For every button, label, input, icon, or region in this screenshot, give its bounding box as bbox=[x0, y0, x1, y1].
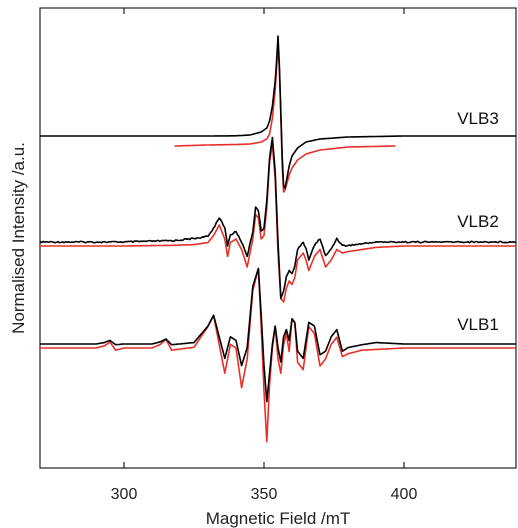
x-tick-label: 400 bbox=[391, 486, 418, 503]
spectra-curves bbox=[39, 35, 517, 443]
series-labels: VLB3 VLB2 VLB1 bbox=[457, 109, 499, 334]
simulated-spectrum-vlb3 bbox=[174, 44, 396, 193]
series-label-vlb2: VLB2 bbox=[457, 212, 499, 231]
experimental-spectrum-vlb3 bbox=[40, 35, 516, 189]
series-label-vlb3: VLB3 bbox=[457, 109, 499, 128]
x-axis-label: Magnetic Field /mT bbox=[206, 509, 351, 528]
x-tick-label: 350 bbox=[251, 486, 278, 503]
series-label-vlb1: VLB1 bbox=[457, 315, 499, 334]
plot-frame bbox=[39, 7, 517, 469]
experimental-spectrum-vlb2 bbox=[39, 136, 517, 300]
x-tick-label: 300 bbox=[111, 486, 138, 503]
experimental-spectrum-vlb1 bbox=[40, 267, 516, 403]
simulated-spectrum-vlb1 bbox=[40, 268, 516, 443]
y-axis-label: Normalised Intensity /a.u. bbox=[9, 142, 28, 334]
x-ticks: 300 350 400 bbox=[111, 8, 418, 503]
